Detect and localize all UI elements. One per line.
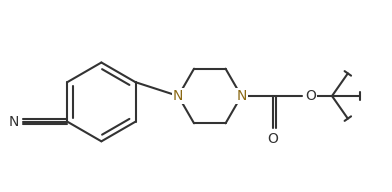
- Text: N: N: [9, 115, 19, 129]
- Text: N: N: [236, 89, 247, 103]
- Text: N: N: [173, 89, 183, 103]
- Text: O: O: [267, 132, 278, 146]
- Text: O: O: [305, 89, 316, 103]
